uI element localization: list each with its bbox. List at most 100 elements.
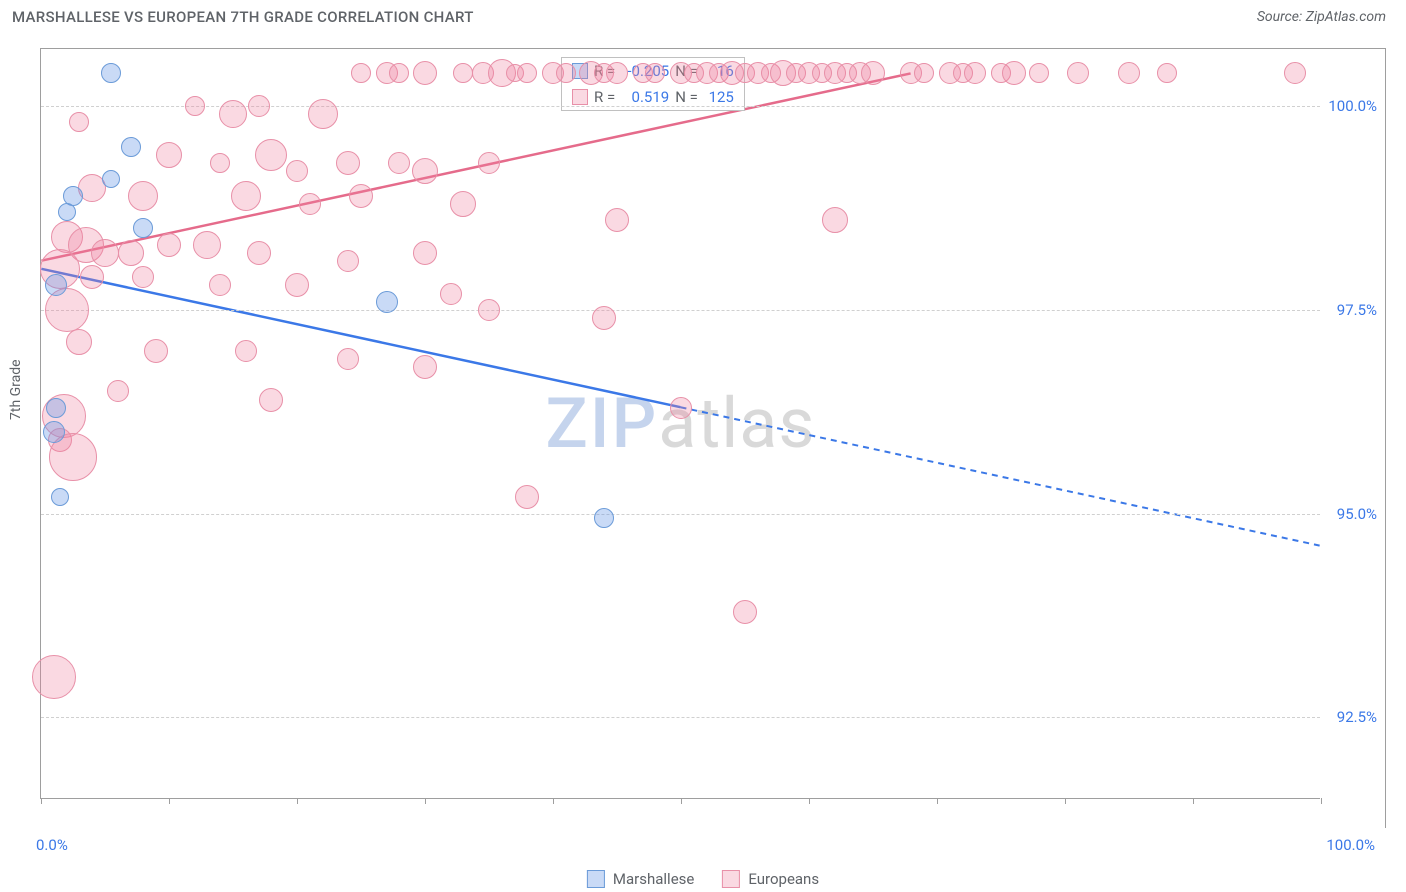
bubble-pink	[248, 95, 270, 117]
xtick	[937, 798, 938, 804]
grid-line	[41, 514, 1320, 515]
bubble-blue	[133, 218, 153, 238]
bubble-pink	[413, 61, 437, 85]
bubble-blue	[121, 137, 141, 157]
bubble-pink	[32, 655, 76, 699]
legend-item-1: Marshallese	[587, 870, 694, 888]
xtick	[1065, 798, 1066, 804]
bubble-pink	[247, 241, 271, 265]
stats-r-val-2: 0.519	[621, 88, 669, 106]
bubble-blue	[594, 508, 614, 528]
grid-line	[41, 310, 1320, 311]
bubble-pink	[132, 266, 154, 288]
bubble-pink	[299, 193, 321, 215]
bubble-pink	[336, 151, 360, 175]
bubble-pink	[91, 239, 119, 267]
xtick	[425, 798, 426, 804]
stats-r-label-2: R =	[594, 88, 615, 106]
bubble-pink	[822, 207, 848, 233]
xtick	[297, 798, 298, 804]
trend-lines	[41, 49, 1320, 798]
grid-line	[41, 717, 1320, 718]
bubble-pink	[413, 355, 437, 379]
source-label: Source: ZipAtlas.com	[1257, 9, 1386, 25]
bubble-blue	[102, 170, 120, 188]
xtick	[809, 798, 810, 804]
bubble-pink	[440, 283, 462, 305]
bubble-blue	[46, 398, 66, 418]
bubble-pink	[1157, 63, 1177, 83]
bubble-pink	[388, 152, 410, 174]
bubble-pink	[733, 600, 757, 624]
xtick	[681, 798, 682, 804]
bubble-pink	[453, 63, 473, 83]
watermark-atlas: atlas	[658, 383, 815, 465]
ytick-label: 95.0%	[1337, 505, 1377, 523]
bubble-pink	[389, 63, 409, 83]
bubble-pink	[144, 339, 168, 363]
stats-n-label-2: N =	[675, 88, 698, 106]
ytick-label: 92.5%	[1337, 708, 1377, 726]
bubble-blue	[45, 274, 67, 296]
legend-swatch-blue	[587, 870, 605, 888]
bubble-pink	[231, 181, 261, 211]
bubble-blue	[376, 291, 398, 313]
legend-label-1: Marshallese	[613, 870, 694, 888]
bubble-pink	[210, 153, 230, 173]
bubble-pink	[556, 63, 576, 83]
bubble-pink	[80, 265, 104, 289]
bubble-pink	[209, 274, 231, 296]
bubble-pink	[66, 329, 92, 355]
bubble-pink	[914, 63, 934, 83]
bubble-pink	[351, 63, 371, 83]
bubble-pink	[1284, 62, 1306, 84]
bubble-pink	[337, 250, 359, 272]
bubble-pink	[285, 273, 309, 297]
bubble-pink	[118, 240, 144, 266]
bubble-pink	[185, 96, 205, 116]
bubble-pink	[259, 388, 283, 412]
xtick	[41, 798, 42, 804]
bubble-pink	[478, 152, 500, 174]
bubble-blue	[43, 421, 65, 443]
bubble-pink	[517, 63, 537, 83]
chart-container: ZIPatlas R = -0.205 N = 16 R = 0.519 N =…	[40, 48, 1386, 828]
plot-area: ZIPatlas R = -0.205 N = 16 R = 0.519 N =…	[40, 49, 1320, 799]
bubble-pink	[107, 380, 129, 402]
stats-n-val-2: 125	[704, 88, 734, 106]
stats-swatch-pink	[572, 89, 588, 105]
legend-swatch-pink	[722, 870, 740, 888]
bubble-pink	[605, 208, 629, 232]
xtick-first: 0.0%	[36, 836, 68, 854]
xtick	[169, 798, 170, 804]
bubble-blue	[51, 488, 69, 506]
bubble-pink	[1002, 61, 1026, 85]
bubble-pink	[156, 142, 182, 168]
bubble-pink	[606, 62, 628, 84]
bubble-pink	[670, 397, 692, 419]
bubble-pink	[412, 158, 438, 184]
bubble-pink	[69, 112, 89, 132]
xtick	[1321, 798, 1322, 804]
legend-item-2: Europeans	[722, 870, 819, 888]
watermark: ZIPatlas	[546, 383, 816, 465]
xtick	[553, 798, 554, 804]
bubble-blue	[101, 63, 121, 83]
bubble-pink	[478, 299, 500, 321]
ytick-label: 97.5%	[1337, 301, 1377, 319]
bubble-pink	[1118, 62, 1140, 84]
xtick-last: 100.0%	[1326, 836, 1375, 854]
bubble-pink	[515, 485, 539, 509]
bubble-pink	[157, 233, 181, 257]
bubble-pink	[450, 191, 476, 217]
y-axis-label: 7th Grade	[8, 359, 24, 420]
bubble-blue	[58, 203, 76, 221]
bubble-pink	[349, 184, 373, 208]
bubble-pink	[286, 160, 308, 182]
bubble-pink	[337, 348, 359, 370]
bubble-pink	[645, 63, 665, 83]
bubble-pink	[964, 62, 986, 84]
bubble-pink	[193, 231, 221, 259]
bubble-pink	[1067, 62, 1089, 84]
bubble-pink	[308, 99, 338, 129]
